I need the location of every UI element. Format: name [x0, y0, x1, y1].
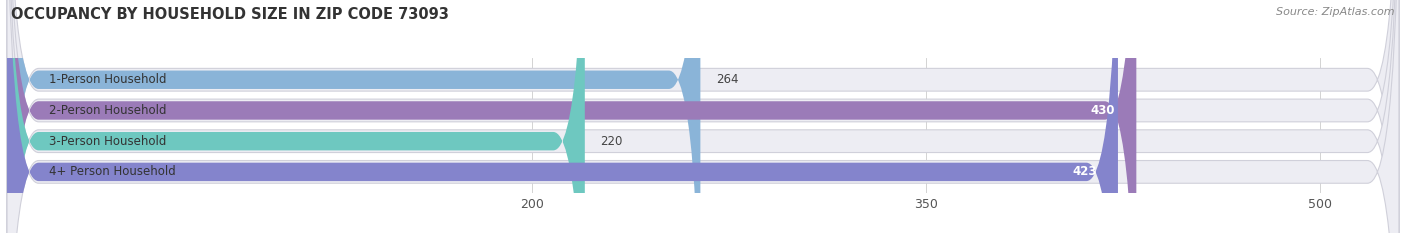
Text: 423: 423 — [1073, 165, 1097, 178]
Text: OCCUPANCY BY HOUSEHOLD SIZE IN ZIP CODE 73093: OCCUPANCY BY HOUSEHOLD SIZE IN ZIP CODE … — [11, 7, 449, 22]
Text: 1-Person Household: 1-Person Household — [49, 73, 166, 86]
FancyBboxPatch shape — [7, 0, 1118, 233]
Text: 3-Person Household: 3-Person Household — [49, 135, 166, 148]
FancyBboxPatch shape — [7, 0, 1399, 233]
Text: 430: 430 — [1091, 104, 1115, 117]
FancyBboxPatch shape — [7, 0, 700, 233]
Text: 220: 220 — [600, 135, 623, 148]
FancyBboxPatch shape — [7, 0, 1399, 233]
Text: Source: ZipAtlas.com: Source: ZipAtlas.com — [1277, 7, 1395, 17]
FancyBboxPatch shape — [7, 0, 1399, 233]
Text: 4+ Person Household: 4+ Person Household — [49, 165, 176, 178]
FancyBboxPatch shape — [7, 0, 1136, 233]
FancyBboxPatch shape — [7, 0, 585, 233]
Text: 264: 264 — [716, 73, 738, 86]
FancyBboxPatch shape — [7, 0, 1399, 233]
Text: 2-Person Household: 2-Person Household — [49, 104, 166, 117]
